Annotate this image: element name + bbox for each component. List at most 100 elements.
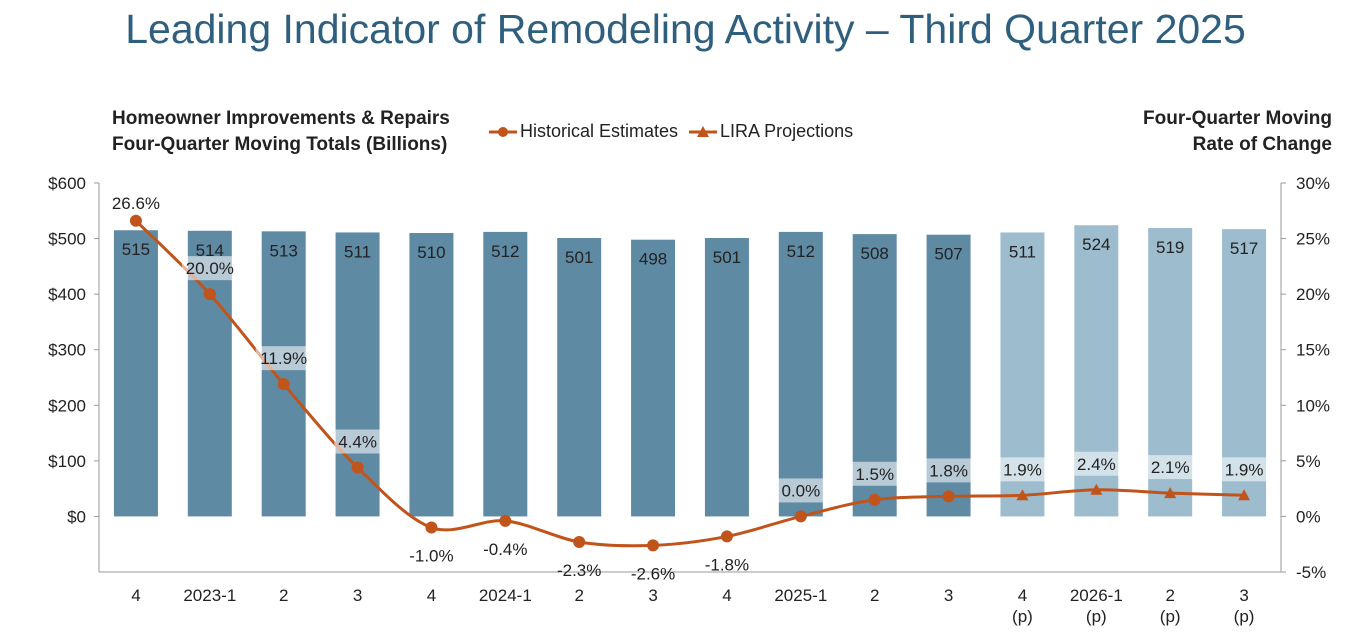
category-label: 3 [353,586,362,605]
right-axis-title: Four-Quarter Moving Rate of Change [1143,106,1332,158]
rate-label-background [851,461,898,486]
bar-value-label: 513 [270,241,298,260]
bar-value-label: 524 [1082,235,1110,254]
right-tick-label: 15% [1296,341,1330,360]
category-label: 3 [944,586,953,605]
rate-value-label: 1.9% [1003,460,1042,479]
bar [113,230,158,517]
circle-point [351,461,364,474]
rate-label-background [999,457,1046,482]
category-label: (p) [1234,607,1255,626]
left-tick-label: $300 [48,341,86,360]
category-label: 2 [870,586,879,605]
bar-value-label: 501 [565,248,593,267]
rate-value-label: -2.6% [631,564,675,583]
right-tick-label: -5% [1296,563,1326,582]
category-label: 3 [648,586,657,605]
left-axis-title: Homeowner Improvements & Repairs Four-Qu… [112,106,450,158]
bar [631,239,676,517]
bar [778,231,823,517]
rate-label-background [1146,455,1194,480]
bar-value-label: 501 [713,248,741,267]
right-axis-title-line-2: Rate of Change [1192,134,1332,155]
left-axis-title-line-2: Four-Quarter Moving Totals (Billions) [112,134,448,155]
left-tick-label: $100 [48,452,86,471]
circle-point [499,514,512,527]
right-tick-label: 30% [1296,174,1330,193]
circle-point [720,530,733,543]
rate-label-background [1220,457,1268,482]
rate-label-background [181,256,238,281]
right-axis-title-line-1: Four-Quarter Moving [1143,108,1332,129]
left-tick-label: $200 [48,396,86,415]
bar-value-label: 519 [1156,238,1184,257]
category-label: (p) [1160,607,1181,626]
left-tick-label: $0 [67,507,86,526]
bar [704,238,749,517]
triangle-point [1238,489,1251,501]
bar-value-label: 517 [1230,239,1258,258]
rate-label-background [334,429,381,454]
bar-value-label: 512 [787,242,815,261]
legend-label-projections: LIRA Projections [720,121,854,141]
triangle-marker-icon [689,125,718,137]
right-tick-label: 5% [1296,452,1321,471]
category-label: 2024-1 [479,586,532,605]
category-label: 2 [574,586,583,605]
rate-value-label: 1.8% [929,461,968,480]
rate-value-label: 1.5% [855,465,894,484]
category-label: 2023-1 [183,586,236,605]
rate-value-label: -1.0% [409,547,453,566]
right-tick-label: 20% [1296,285,1330,304]
bar [483,231,528,517]
circle-marker-icon [489,126,517,137]
circle-point [573,535,586,548]
chart-title: Leading Indicator of Remodeling Activity… [125,6,1246,52]
category-label: 4 [1018,586,1027,605]
bar-value-label: 508 [861,244,889,263]
rate-value-label: 20.0% [186,259,234,278]
category-label: (p) [1086,607,1107,626]
bar [409,233,454,517]
category-label: 4 [722,586,731,605]
left-axis-title-line-1: Homeowner Improvements & Repairs [112,108,450,129]
right-tick-label: 0% [1296,507,1321,526]
rate-value-label: 0.0% [781,481,820,500]
bar-value-label: 507 [934,245,962,264]
right-tick-label: 10% [1296,396,1330,415]
bar-value-label: 512 [491,242,519,261]
category-label: 2025-1 [774,586,827,605]
rate-line [134,219,1245,548]
rate-value-label: 26.6% [112,194,160,213]
circle-point [794,510,807,523]
category-label: 2 [1165,586,1174,605]
rate-label-background [255,346,312,371]
circle-point [277,378,290,391]
bar-value-label: 515 [122,240,150,259]
triangle-point [1016,489,1029,501]
circle-point [647,539,660,552]
bar-value-label: 511 [1009,242,1036,261]
bar [261,231,306,517]
category-label: (p) [1012,607,1033,626]
category-label: 2026-1 [1070,586,1123,605]
legend: Historical Estimates LIRA Projections [488,121,863,142]
legend-item-historical: Historical Estimates [488,121,678,142]
bar-value-label: 511 [344,242,371,261]
circle-point [203,288,216,301]
category-label: 4 [131,586,140,605]
legend-item-projections: LIRA Projections [688,121,853,142]
circle-point [129,214,142,227]
bar-value-label: 510 [417,243,445,262]
rate-value-label: -1.8% [705,555,749,574]
rate-value-label: -0.4% [483,540,527,559]
category-label: 2 [279,586,288,605]
bar [335,232,380,517]
rate-label-background [925,458,972,483]
bar-value-label: 514 [196,241,224,260]
rate-value-label: 2.1% [1151,458,1190,477]
category-label: 4 [427,586,436,605]
category-label: 3 [1239,586,1248,605]
rate-value-label: 2.4% [1077,455,1116,474]
